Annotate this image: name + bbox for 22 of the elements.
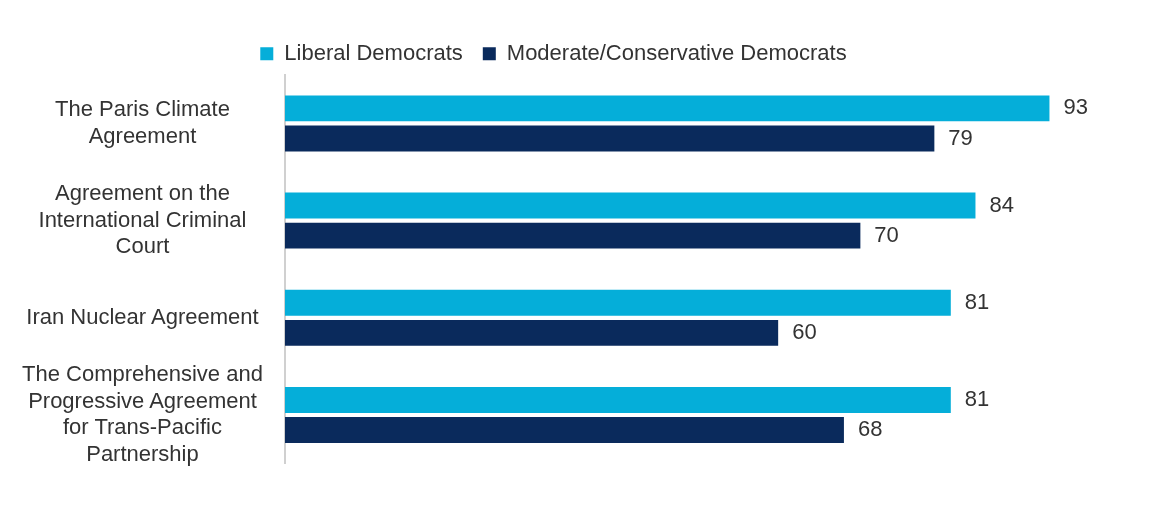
data-label: 60 [792,318,817,344]
y-tick-label: Agreement on the International Criminal Court [38,180,247,259]
data-label: 79 [948,124,973,150]
bar [284,289,951,316]
bar [284,125,935,152]
bar [284,319,779,346]
bar [284,192,976,219]
bar [284,417,844,444]
legend-label: Liberal Democrats [284,39,463,65]
data-label: 81 [964,288,990,314]
data-label: 70 [874,221,899,247]
data-label: 84 [989,191,1014,217]
y-tick-label: The Paris Climate Agreement [55,96,230,148]
data-label: 68 [857,416,883,442]
legend-label: Moderate/Conservative Democrats [506,39,847,65]
data-label: 81 [964,386,990,411]
bar [284,222,861,249]
data-label: 93 [1063,94,1088,120]
y-tick-label: Iran Nuclear Agreement [26,303,259,329]
bar [284,386,951,413]
y-tick-label: The Comprehensive and Progressive Agreement for Trans-Pacific Partnership [22,361,263,466]
bar [284,95,1050,122]
